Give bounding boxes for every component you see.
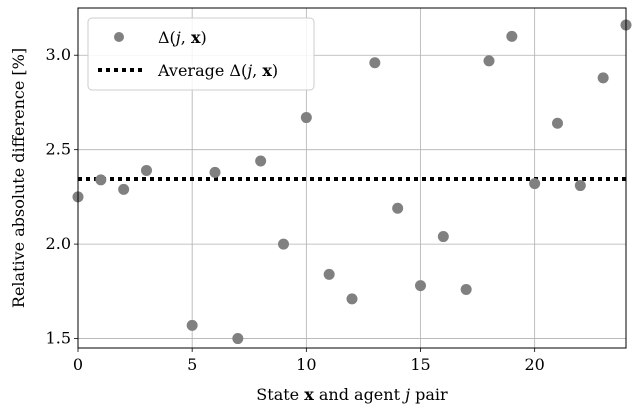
legend-label-average: Average Δ(j, x) — [157, 61, 278, 80]
data-point — [232, 333, 244, 345]
x-axis-label: State x and agent j pair — [256, 385, 448, 404]
data-point — [255, 155, 267, 167]
data-point — [506, 30, 518, 42]
x-tick-label: 5 — [187, 355, 197, 374]
data-point — [141, 164, 152, 176]
x-tick-label: 0 — [73, 355, 83, 374]
data-point — [323, 268, 335, 280]
data-point — [209, 166, 221, 178]
data-point — [552, 117, 563, 129]
y-axis-ticks: 1.5 2.0 2.5 3.0 — [46, 45, 78, 348]
data-point — [597, 72, 609, 84]
legend: Δ(j, x) Average Δ(j, x) — [87, 17, 315, 91]
y-tick-label: 2.5 — [46, 140, 71, 159]
legend-box — [87, 17, 315, 91]
data-point — [483, 55, 495, 67]
x-tick-label: 20 — [524, 355, 544, 374]
data-point — [278, 238, 289, 250]
y-axis-label: Relative absolute difference [%] — [9, 48, 28, 308]
y-tick-label: 2.0 — [46, 234, 71, 253]
data-point — [437, 231, 449, 243]
data-point — [95, 174, 107, 186]
y-tick-label: 3.0 — [46, 45, 71, 64]
data-point — [369, 57, 381, 69]
data-point — [346, 293, 358, 305]
data-point — [460, 283, 472, 295]
x-axis-ticks: 0 5 10 15 20 — [73, 348, 545, 374]
data-point — [529, 178, 541, 190]
x-tick-label: 15 — [410, 355, 430, 374]
legend-marker-points — [114, 32, 124, 42]
data-point — [300, 112, 312, 124]
data-point — [415, 280, 426, 292]
data-point — [186, 319, 198, 331]
y-tick-label: 1.5 — [46, 329, 71, 348]
data-point — [118, 183, 130, 195]
legend-label-points: Δ(j, x) — [158, 28, 207, 47]
data-points — [72, 19, 632, 345]
plot-frame — [77, 7, 627, 349]
data-point — [574, 180, 586, 192]
x-tick-label: 10 — [296, 355, 316, 374]
data-point — [392, 202, 404, 214]
